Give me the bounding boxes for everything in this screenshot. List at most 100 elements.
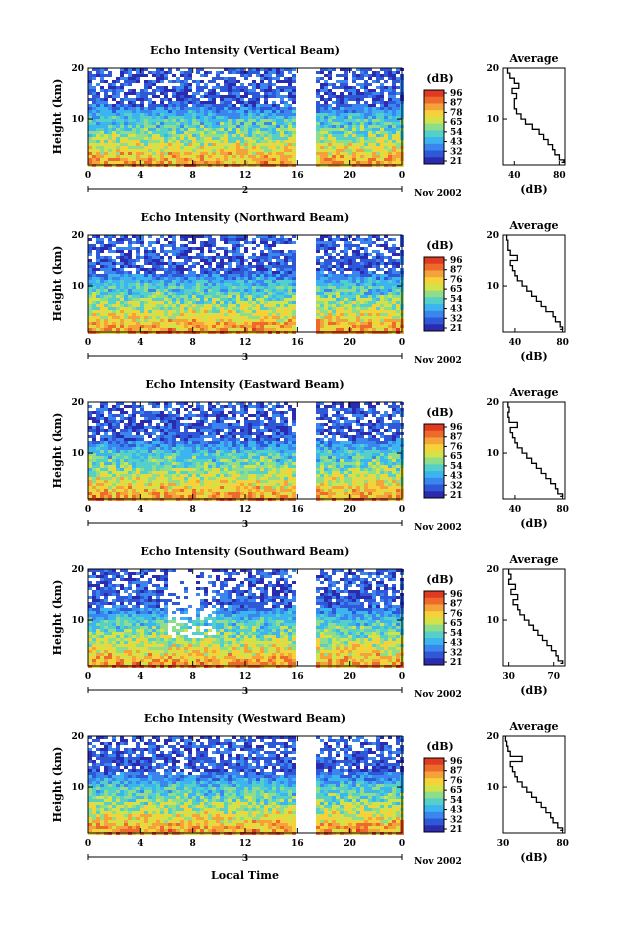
heatmap-cell [348,289,352,292]
heatmap-cell [116,119,120,122]
heatmap-cell [280,426,284,429]
heatmap-cell [160,292,164,295]
heatmap-cell [116,247,120,250]
heatmap-cell [156,89,160,92]
heatmap-cell [272,146,276,149]
heatmap-cell [140,429,144,432]
heatmap-cell [200,298,204,301]
heatmap-cell [360,140,364,143]
heatmap-cell [140,310,144,313]
heatmap-cell [112,119,116,122]
heatmap-cell [204,134,208,137]
heatmap-cell [180,71,184,74]
heatmap-cell [236,247,240,250]
heatmap-cell [176,98,180,101]
heatmap-cell [148,125,152,128]
heatmap-cell [88,289,92,292]
heatmap-cell [144,128,148,131]
heatmap-cell [248,280,252,283]
heatmap-cell [252,149,256,152]
heatmap-cell [392,405,396,408]
heatmap-cell [220,286,224,289]
heatmap-cell [244,313,248,316]
heatmap-cell [336,86,340,89]
heatmap-cell [372,235,376,238]
heatmap-cell [232,244,236,247]
heatmap-cell [104,155,108,158]
heatmap-cell [212,101,216,104]
heatmap-cell [392,238,396,241]
heatmap-cell [112,131,116,134]
heatmap-cell [216,286,220,289]
heatmap-cell [148,101,152,104]
heatmap-cell [232,86,236,89]
heatmap-cell [376,161,380,164]
heatmap-cell [340,408,344,411]
heatmap-cell [160,316,164,319]
heatmap-cell [264,253,268,256]
heatmap-cell [180,83,184,86]
heatmap-cell [260,74,264,77]
heatmap-cell [388,107,392,110]
heatmap-cell [232,322,236,325]
heatmap-cell [344,143,348,146]
heatmap-cell [388,146,392,149]
heatmap-cell [96,298,100,301]
heatmap-cell [104,420,108,423]
heatmap-cell [372,128,376,131]
heatmap-cell [144,319,148,322]
heatmap-cell [120,107,124,110]
heatmap-cell [324,265,328,268]
heatmap-cell [200,95,204,98]
heatmap-cell [220,161,224,164]
heatmap-cell [136,286,140,289]
heatmap-cell [256,116,260,119]
heatmap-cell [192,277,196,280]
heatmap-cell [208,140,212,143]
heatmap-cell [256,408,260,411]
heatmap-cell [264,92,268,95]
heatmap-cell [232,71,236,74]
heatmap-cell [384,158,388,161]
heatmap-cell [348,319,352,322]
heatmap-cell [96,292,100,295]
heatmap-cell [368,283,372,286]
heatmap-cell [292,161,296,164]
heatmap-cell [260,116,264,119]
heatmap-cell [264,417,268,420]
heatmap-cell [392,259,396,262]
heatmap-cell [176,95,180,98]
heatmap-cell [340,137,344,140]
heatmap-cell [272,71,276,74]
heatmap-cell [256,86,260,89]
heatmap-cell [272,104,276,107]
heatmap-cell [264,271,268,274]
heatmap-cell [128,256,132,259]
heatmap-cell [104,280,108,283]
heatmap-cell [384,149,388,152]
heatmap-cell [108,316,112,319]
heatmap-cell [104,152,108,155]
heatmap-cell [280,155,284,158]
average-x-tick-label: 40 [508,171,521,181]
heatmap-cell [140,420,144,423]
heatmap-cell [152,134,156,137]
heatmap-cell [352,274,356,277]
heatmap-cell [372,286,376,289]
heatmap-cell [144,131,148,134]
heatmap-cell [352,304,356,307]
heatmap-cell [280,328,284,331]
colorbar-swatch [424,123,444,131]
heatmap-cell [268,80,272,83]
heatmap-cell [208,292,212,295]
heatmap-cell [268,292,272,295]
heatmap-cell [208,241,212,244]
heatmap-cell [184,137,188,140]
heatmap-cell [156,131,160,134]
heatmap-cell [344,259,348,262]
heatmap-cell [284,253,288,256]
heatmap-cell [240,158,244,161]
heatmap-cell [244,319,248,322]
heatmap-cell [144,122,148,125]
heatmap-cell [336,134,340,137]
